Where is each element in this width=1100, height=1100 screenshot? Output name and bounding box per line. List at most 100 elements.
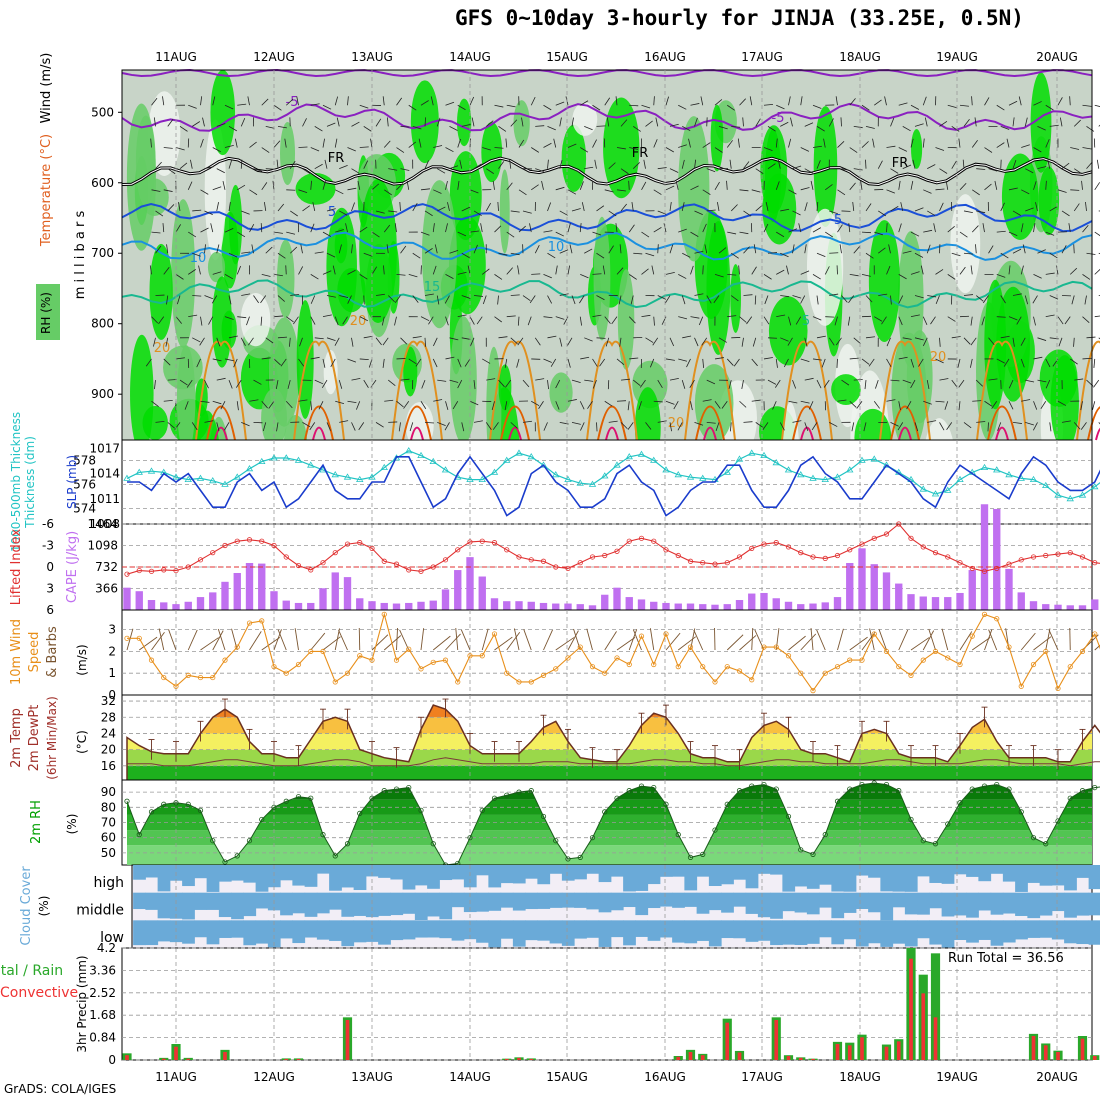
precip-conv-bar: [1092, 1056, 1097, 1060]
wind-barb: [675, 180, 679, 190]
contour-label: 5: [834, 213, 842, 228]
wind-barb: [694, 337, 699, 347]
wind-barb: [504, 401, 508, 411]
wind-barb: [615, 96, 618, 106]
wind-barb: [449, 250, 459, 254]
wind-barb: [459, 159, 463, 169]
wind-barb: [553, 138, 557, 148]
rh2m-line-marker: [675, 832, 681, 838]
wind10-speed-line-marker: [1055, 685, 1061, 692]
wind-barb: [714, 273, 724, 278]
cloud-bar: [1002, 920, 1016, 943]
wind-barb: [1086, 252, 1096, 255]
axis-label-temp: 2m Temp: [9, 708, 24, 768]
rh-blob: [421, 180, 457, 329]
li-line-marker: [810, 554, 816, 560]
cape-bar: [870, 564, 878, 610]
wind-barb: [396, 400, 404, 408]
rh-blob: [142, 405, 168, 441]
cloud-bar: [133, 920, 146, 946]
thickness-line-marker: [245, 465, 254, 472]
wind-barb: [910, 180, 914, 190]
wind-barb: [902, 250, 912, 254]
wind-barb: [645, 422, 652, 430]
cloud-bar: [414, 892, 428, 921]
li-line-marker: [210, 550, 216, 556]
wind-barb: [927, 420, 937, 423]
wind-barb: [792, 165, 802, 170]
wind-barb: [555, 401, 560, 410]
wind-barb: [657, 379, 663, 389]
li-line-marker: [736, 554, 743, 560]
wind-barb: [775, 181, 780, 190]
wind-barb: [970, 358, 973, 368]
wind-barb: [298, 358, 305, 367]
wind-barb: [1093, 358, 1096, 368]
date-label-bottom: 11AUG: [155, 1070, 197, 1084]
wind-barb: [714, 357, 724, 360]
wind-barb: [923, 229, 933, 233]
cloud-bar: [378, 920, 391, 945]
precip-conv-bar: [529, 1058, 534, 1060]
wind-barb: [1022, 244, 1026, 254]
wind-barb: [567, 399, 577, 402]
wind-barb: [234, 138, 238, 148]
cape-bar: [1066, 605, 1074, 610]
wind-barb: [261, 273, 271, 277]
wind-barb: [616, 358, 625, 365]
wind-barb: [165, 337, 169, 347]
tick-label: 90: [101, 785, 116, 799]
li-line-marker: [883, 531, 890, 537]
wind-barb: [403, 401, 410, 409]
wind-barb: [492, 422, 499, 430]
wind-barb: [1016, 316, 1022, 325]
rh2m-line-marker: [295, 794, 302, 800]
wind-barb: [1049, 422, 1052, 432]
cloud-bar: [806, 865, 820, 889]
cloud-bar: [598, 892, 612, 913]
cloud-level-low: low: [100, 930, 124, 946]
wind-barb: [1086, 161, 1093, 169]
cloud-bar: [721, 920, 734, 939]
wind-barb: [534, 245, 540, 254]
wind-barb: [665, 96, 669, 106]
cape-bar: [919, 596, 927, 610]
wind10-speed-line-marker: [761, 644, 767, 650]
wind-barb: [886, 399, 896, 402]
thickness-line-marker: [588, 480, 597, 487]
cape-bar: [343, 577, 352, 610]
temp-band: [127, 765, 1092, 780]
wind-barb: [457, 138, 461, 148]
thickness-line-marker: [1042, 481, 1050, 488]
wind-barb: [592, 358, 598, 367]
wind-barb: [669, 337, 675, 347]
wind-barb: [289, 337, 291, 347]
wind-barb: [935, 269, 944, 275]
cloud-bar: [280, 892, 293, 916]
cloud-bar: [929, 865, 943, 883]
wind-barb: [860, 180, 863, 190]
wind-barb: [1069, 96, 1071, 106]
rh2m-line-marker: [871, 780, 877, 786]
wind-barb: [571, 295, 576, 305]
wind-barb: [445, 101, 455, 106]
chart-title: GFS 0~10day 3-hourly for JINJA (33.25E, …: [455, 6, 1024, 30]
wind-barb: [310, 295, 316, 304]
wind-barb: [714, 99, 723, 106]
wind-barb: [420, 100, 429, 106]
cloud-bar: [892, 892, 906, 908]
li-line-marker: [602, 552, 608, 559]
wind-barb: [162, 96, 165, 106]
wind-barb: [631, 201, 634, 212]
wind-barb: [886, 358, 892, 367]
cloud-bar: [1002, 865, 1016, 882]
isotherm-20: [1076, 340, 1100, 441]
wind-barb: [592, 314, 602, 318]
cloud-bar: [537, 892, 551, 909]
cloud-bar: [696, 865, 710, 877]
wind-barb: [975, 295, 984, 302]
cape-bar: [674, 603, 682, 610]
wind-barb: [437, 168, 446, 174]
wind-barb: [491, 401, 495, 411]
wind-barb: [273, 231, 283, 234]
